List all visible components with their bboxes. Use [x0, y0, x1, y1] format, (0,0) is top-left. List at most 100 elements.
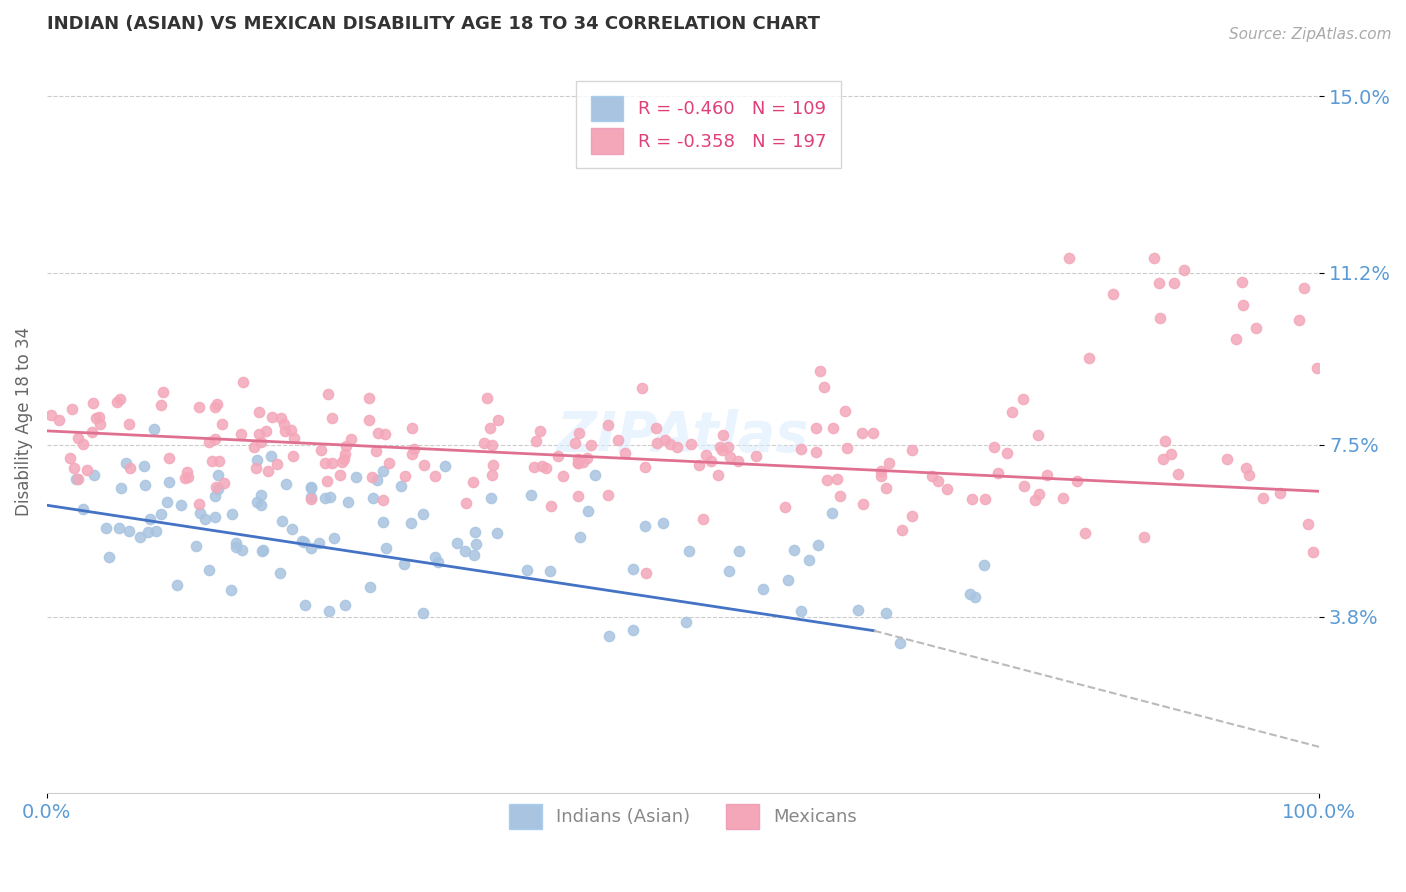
- Point: [983, 440, 1005, 454]
- Point: [598, 488, 620, 502]
- Point: [1225, 332, 1247, 346]
- Point: [155, 495, 177, 509]
- Point: [260, 410, 283, 425]
- Point: [529, 424, 551, 438]
- Point: [204, 432, 226, 446]
- Point: [567, 451, 589, 466]
- Point: [606, 433, 628, 447]
- Point: [1154, 434, 1177, 449]
- Point: [250, 498, 273, 512]
- Point: [110, 481, 132, 495]
- Point: [1102, 286, 1125, 301]
- Point: [134, 458, 156, 473]
- Point: [344, 470, 367, 484]
- Point: [995, 445, 1018, 459]
- Point: [564, 435, 586, 450]
- Point: [846, 603, 869, 617]
- Point: [361, 491, 384, 505]
- Point: [711, 428, 734, 442]
- Point: [80, 425, 103, 440]
- Point: [427, 555, 450, 569]
- Point: [188, 401, 211, 415]
- Point: [717, 440, 740, 454]
- Point: [208, 454, 231, 468]
- Point: [718, 564, 741, 578]
- Point: [336, 495, 359, 509]
- Point: [378, 456, 401, 470]
- Text: Source: ZipAtlas.com: Source: ZipAtlas.com: [1229, 27, 1392, 42]
- Point: [204, 489, 226, 503]
- Point: [575, 451, 598, 466]
- Point: [266, 457, 288, 471]
- Point: [245, 461, 267, 475]
- Point: [425, 549, 447, 564]
- Point: [412, 507, 434, 521]
- Point: [658, 437, 681, 451]
- Point: [862, 426, 884, 441]
- Point: [579, 438, 602, 452]
- Point: [531, 459, 554, 474]
- Point: [129, 530, 152, 544]
- Point: [710, 442, 733, 457]
- Point: [1074, 526, 1097, 541]
- Point: [479, 421, 502, 435]
- Point: [1026, 428, 1049, 442]
- Point: [198, 435, 221, 450]
- Point: [808, 364, 831, 378]
- Point: [176, 470, 198, 484]
- Point: [828, 489, 851, 503]
- Point: [1147, 277, 1170, 291]
- Point: [486, 413, 509, 427]
- Point: [1234, 460, 1257, 475]
- Point: [1160, 447, 1182, 461]
- Point: [540, 499, 562, 513]
- Point: [231, 427, 253, 442]
- Y-axis label: Disability Age 18 to 34: Disability Age 18 to 34: [15, 327, 32, 516]
- Point: [72, 436, 94, 450]
- Point: [634, 566, 657, 580]
- Point: [212, 476, 235, 491]
- Point: [149, 398, 172, 412]
- Point: [1288, 313, 1310, 327]
- Point: [373, 493, 395, 508]
- Point: [260, 449, 283, 463]
- Point: [299, 541, 322, 555]
- Point: [247, 405, 270, 419]
- Point: [254, 425, 277, 439]
- Point: [359, 412, 381, 426]
- Point: [877, 456, 900, 470]
- Point: [134, 478, 156, 492]
- Point: [299, 481, 322, 495]
- Point: [322, 531, 344, 545]
- Point: [157, 450, 180, 465]
- Point: [301, 480, 323, 494]
- Point: [1152, 451, 1174, 466]
- Point: [1052, 491, 1074, 505]
- Point: [889, 636, 911, 650]
- Point: [1232, 298, 1254, 312]
- Point: [553, 469, 575, 483]
- Point: [283, 432, 305, 446]
- Point: [1143, 251, 1166, 265]
- Point: [1149, 310, 1171, 325]
- Point: [176, 465, 198, 479]
- Point: [678, 544, 700, 558]
- Point: [76, 462, 98, 476]
- Point: [1014, 479, 1036, 493]
- Point: [921, 469, 943, 483]
- Point: [568, 426, 591, 441]
- Point: [1292, 281, 1315, 295]
- Point: [207, 467, 229, 482]
- Point: [283, 449, 305, 463]
- Point: [333, 452, 356, 467]
- Point: [221, 507, 243, 521]
- Point: [835, 441, 858, 455]
- Point: [807, 538, 830, 552]
- Point: [900, 442, 922, 457]
- Point: [280, 522, 302, 536]
- Point: [852, 497, 875, 511]
- Point: [117, 417, 139, 432]
- Point: [335, 438, 357, 452]
- Point: [339, 432, 361, 446]
- Point: [744, 449, 766, 463]
